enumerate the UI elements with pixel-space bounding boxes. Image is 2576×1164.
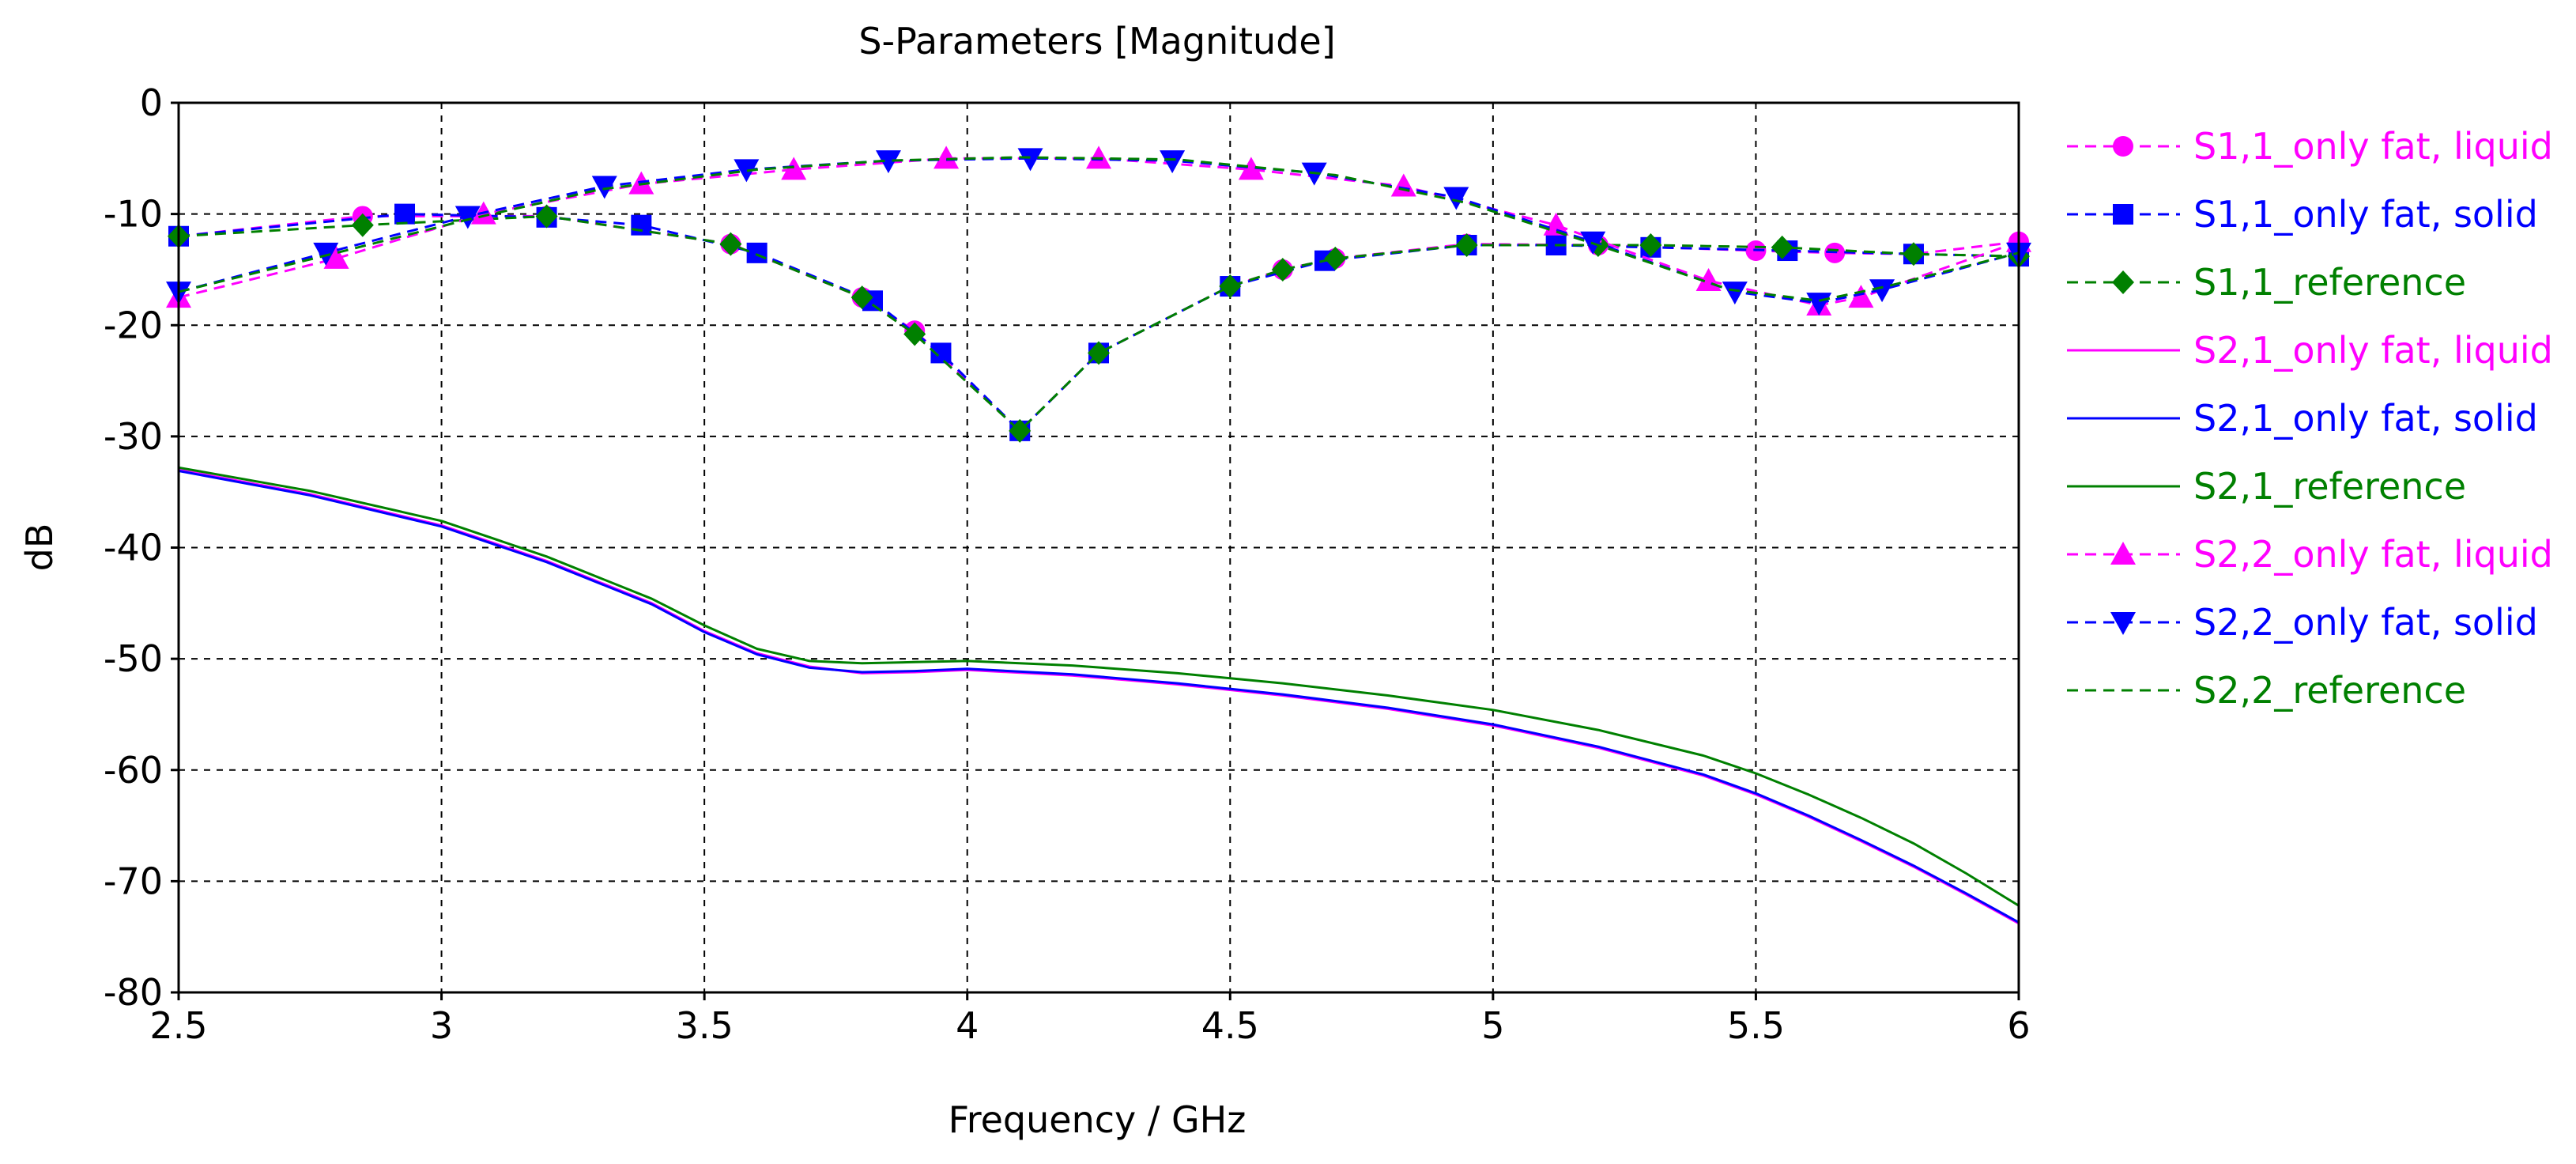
x-tick-label: 2.5 bbox=[149, 1004, 207, 1047]
legend-label: S1,1_reference bbox=[2193, 261, 2466, 304]
data-point bbox=[313, 242, 339, 266]
legend-marker bbox=[2113, 136, 2133, 157]
data-point bbox=[323, 245, 349, 269]
y-tick-label: -50 bbox=[104, 637, 163, 680]
x-tick-label: 5 bbox=[1481, 1004, 1504, 1047]
data-point bbox=[351, 213, 374, 237]
x-tick-label: 5.5 bbox=[1727, 1004, 1785, 1047]
legend-item: S2,1_only fat, solid bbox=[2067, 397, 2538, 440]
series-1 bbox=[168, 203, 2029, 441]
series-line bbox=[178, 157, 2020, 304]
x-axis-label: Frequency / GHz bbox=[949, 1098, 1247, 1141]
data-point bbox=[1543, 212, 1569, 236]
y-tick-label: 0 bbox=[140, 81, 163, 124]
data-point bbox=[746, 242, 768, 263]
y-tick-label: -20 bbox=[104, 304, 163, 346]
series-line bbox=[178, 466, 2020, 907]
data-point bbox=[850, 285, 873, 310]
series-line bbox=[178, 156, 2020, 302]
plot-area bbox=[166, 146, 2031, 925]
data-point bbox=[933, 146, 960, 169]
y-tick-label: -60 bbox=[104, 749, 163, 792]
data-point bbox=[734, 159, 760, 183]
data-point bbox=[535, 204, 558, 229]
y-tick-label: -70 bbox=[104, 860, 163, 902]
data-point bbox=[875, 150, 901, 174]
y-tick-label: -10 bbox=[104, 193, 163, 236]
legend-label: S2,1_reference bbox=[2193, 465, 2466, 508]
x-tick-label: 4.5 bbox=[1201, 1004, 1259, 1047]
legend-label: S2,2_only fat, solid bbox=[2193, 601, 2538, 644]
data-point bbox=[1017, 148, 1043, 172]
data-point bbox=[781, 157, 807, 180]
data-point bbox=[1455, 233, 1478, 257]
y-tick-label: -30 bbox=[104, 415, 163, 458]
data-point bbox=[903, 322, 926, 346]
data-point bbox=[1219, 274, 1242, 299]
series-line bbox=[178, 470, 2020, 924]
data-point bbox=[1639, 233, 1662, 257]
legend-label: S2,2_only fat, liquid bbox=[2193, 533, 2553, 576]
data-point bbox=[1771, 235, 1793, 259]
y-axis: 0 -10 -20 -30 -40 -50 -60 -70 -80 bbox=[104, 81, 179, 1014]
x-tick-label: 4 bbox=[956, 1004, 979, 1047]
series-5 bbox=[178, 466, 2020, 907]
data-point bbox=[1848, 285, 1874, 308]
data-point bbox=[591, 176, 617, 199]
legend-item: S1,1_reference bbox=[2067, 261, 2466, 304]
y-tick-label: -80 bbox=[104, 971, 163, 1014]
series-8 bbox=[178, 156, 2020, 302]
data-point bbox=[1324, 246, 1347, 270]
plot-frame bbox=[177, 101, 2020, 994]
data-point bbox=[1009, 418, 1032, 443]
data-point bbox=[394, 203, 416, 225]
data-point bbox=[1443, 187, 1469, 210]
chart-title: S-Parameters [Magnitude] bbox=[858, 20, 1335, 62]
legend: S1,1_only fat, liquid S1,1_only fat, soli… bbox=[2067, 125, 2553, 712]
series-line bbox=[178, 214, 2020, 433]
legend-item: S2,2_only fat, liquid bbox=[2067, 533, 2553, 576]
series-6 bbox=[166, 146, 2031, 316]
series-4 bbox=[178, 470, 2020, 924]
series-0 bbox=[168, 206, 2029, 441]
data-point bbox=[1160, 150, 1186, 174]
legend-label: S2,1_only fat, liquid bbox=[2193, 329, 2553, 372]
x-axis: 2.5 3 3.5 4 4.5 5 5.5 6 bbox=[149, 992, 2031, 1047]
data-point bbox=[1869, 279, 1895, 303]
legend-marker bbox=[2110, 542, 2136, 565]
series-line bbox=[178, 214, 2020, 433]
series-2 bbox=[168, 204, 2030, 443]
series-line bbox=[178, 468, 2020, 925]
data-point bbox=[1238, 157, 1264, 180]
legend-marker bbox=[2113, 204, 2133, 225]
data-point bbox=[1088, 341, 1110, 365]
data-point bbox=[1390, 173, 1416, 197]
legend-item: S2,2_reference bbox=[2067, 669, 2466, 712]
grid bbox=[178, 102, 2020, 993]
legend-label: S1,1_only fat, solid bbox=[2193, 193, 2538, 236]
y-tick-label: -40 bbox=[104, 527, 163, 569]
legend-item: S2,2_only fat, solid bbox=[2067, 601, 2538, 644]
data-point bbox=[1722, 282, 1748, 305]
data-point bbox=[1271, 257, 1294, 282]
legend-item: S2,1_only fat, liquid bbox=[2067, 329, 2553, 372]
y-axis-label: dB bbox=[18, 523, 61, 572]
data-point bbox=[631, 214, 652, 236]
data-point bbox=[454, 206, 481, 229]
legend-label: S2,2_reference bbox=[2193, 669, 2466, 712]
legend-item: S2,1_reference bbox=[2067, 465, 2466, 508]
x-tick-label: 6 bbox=[2007, 1004, 2030, 1047]
series-3 bbox=[178, 468, 2020, 925]
data-point bbox=[719, 232, 742, 256]
legend-label: S2,1_only fat, solid bbox=[2193, 397, 2538, 440]
legend-marker bbox=[2112, 270, 2134, 294]
x-tick-label: 3 bbox=[430, 1004, 453, 1047]
legend-item: S1,1_only fat, solid bbox=[2067, 193, 2538, 236]
legend-label: S1,1_only fat, liquid bbox=[2193, 125, 2553, 168]
legend-marker bbox=[2110, 612, 2136, 635]
data-point bbox=[1902, 242, 1925, 266]
x-tick-label: 3.5 bbox=[676, 1004, 734, 1047]
legend-item: S1,1_only fat, liquid bbox=[2067, 125, 2553, 168]
